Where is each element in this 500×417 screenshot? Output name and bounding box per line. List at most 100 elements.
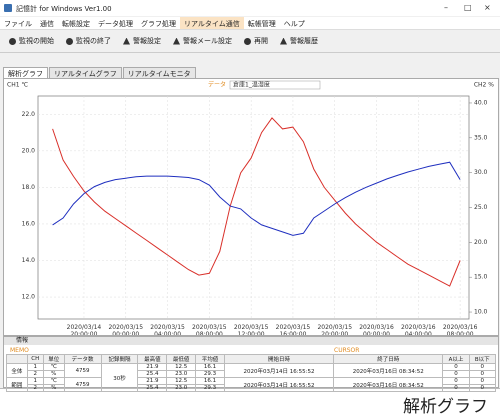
header-cell xyxy=(6,354,28,364)
y-tick-label: 18.0 xyxy=(22,184,36,191)
x-tick-label-line: 20:00:00 xyxy=(321,331,348,336)
header-cell: CH xyxy=(26,354,44,364)
menu-item[interactable]: リアルタイム通信 xyxy=(180,17,244,29)
cell: 25.4 xyxy=(137,384,168,392)
x-tick-label-line: 2020/03/15 xyxy=(317,324,352,331)
toolbar-button[interactable]: 監視の開始 xyxy=(6,34,57,48)
table-row: 2% 25.4 23.0 29.3 0 0 xyxy=(7,384,497,392)
x-tick-label-line: 08:00:00 xyxy=(447,331,474,336)
x-tick-label: 2020/03/15 08:00:00 xyxy=(192,324,227,336)
header-cell: 最低値 xyxy=(166,354,197,364)
toolbar-button[interactable]: 監視の終了 xyxy=(63,34,114,48)
menu-item[interactable]: データ処理 xyxy=(98,20,133,28)
right-axis-label: CH2 % xyxy=(474,82,494,89)
x-tick-label: 2020/03/15 16:00:00 xyxy=(276,324,311,336)
x-tick-label-line: 12:00:00 xyxy=(238,331,265,336)
x-tick-label-line: 00:00:00 xyxy=(363,331,390,336)
tab-bar: 解析グラフ リアルタイムグラフ リアルタイムモニタ xyxy=(3,67,197,78)
x-tick-label-line: 2020/03/15 xyxy=(192,324,227,331)
menu-item[interactable]: 転帳管理 xyxy=(247,20,276,28)
toolbar-button[interactable]: 再開 xyxy=(241,34,271,48)
cell: 2020年03月16日 08:34:52 xyxy=(333,377,444,392)
window-title: 記憶計 for Windows Ver1.00 xyxy=(16,5,112,13)
cell: ℃ xyxy=(42,363,65,371)
close-button[interactable]: × xyxy=(484,3,491,12)
maximize-button[interactable]: □ xyxy=(464,3,472,12)
cell: 16.1 xyxy=(195,363,225,371)
x-tick-label: 2020/03/16 04:00:00 xyxy=(401,324,436,336)
cell: 0 xyxy=(442,384,470,392)
menu-item[interactable]: 転帳設定 xyxy=(62,20,90,28)
cell: 1 xyxy=(26,377,44,385)
group-cell: 全体 xyxy=(6,363,28,378)
left-axis-label: CH1 ℃ xyxy=(7,82,28,89)
header-cell: 記録間隔 xyxy=(100,354,139,364)
x-tick-label: 2020/03/15 20:00:00 xyxy=(317,324,352,336)
x-tick-label: 2020/03/15 12:00:00 xyxy=(234,324,269,336)
data-source: 倉庫1_温湿度 xyxy=(233,81,270,89)
header-cell: データ数 xyxy=(63,354,102,364)
data-select xyxy=(229,80,321,90)
cell: 4759 xyxy=(63,377,102,392)
cell: 21.9 xyxy=(137,363,168,371)
x-tick-label-line: 00:00:00 xyxy=(112,331,139,336)
toolbar-button[interactable]: 警報履歴 xyxy=(277,34,321,48)
cell: 2020年03月16日 08:34:52 xyxy=(333,363,444,378)
header-cell: 開始日時 xyxy=(223,354,335,364)
cell: % xyxy=(42,370,65,378)
toolbar-button[interactable]: 警報メール設定 xyxy=(170,34,235,48)
header-row: CH 単位 データ数 記録間隔 最高値 最低値 平均値 開始日時 終了日時 A以上 B以下 xyxy=(6,354,497,364)
chart-panel: CH1 ℃ CH2 % データ 倉庫1_温湿度 12.0 14.0 16.0 18.0 20.0… xyxy=(3,78,499,348)
table-row: 範囲 1 ℃ 4759 21.9 12.5 16.1 2020年03月14日 16:55:52… xyxy=(6,377,497,392)
y2-tick-label: 40.0 xyxy=(474,99,488,106)
menu-item[interactable]: ヘルプ xyxy=(283,20,305,28)
x-tick-label: 2020/03/16 00:00:00 xyxy=(359,324,394,336)
cell: 2 xyxy=(26,370,44,378)
data-line xyxy=(52,117,461,287)
app-icon xyxy=(4,4,12,12)
y2-tick-label: 30.0 xyxy=(474,169,488,176)
x-tick-label-line: 2020/03/16 xyxy=(359,324,394,331)
cell: 0 xyxy=(468,363,497,371)
x-tick-label: 2020/03/15 00:00:00 xyxy=(108,324,143,336)
menu-item[interactable]: ファイル xyxy=(4,20,32,28)
memo-label: MEMO xyxy=(10,347,29,354)
cell: 1 xyxy=(26,363,44,371)
cell: 23.0 xyxy=(166,384,197,392)
y-tick-label: 20.0 xyxy=(22,147,36,154)
cell: 12.5 xyxy=(166,363,197,371)
x-tick-label-line: 2020/03/15 xyxy=(108,324,143,331)
y-tick-label: 12.0 xyxy=(22,294,36,301)
menu-item[interactable]: 通信 xyxy=(40,20,54,28)
x-tick-label-line: 2020/03/14 xyxy=(67,324,102,331)
cell: % xyxy=(42,384,65,392)
header-cell: 単位 xyxy=(42,354,65,364)
cell: 12.5 xyxy=(166,377,197,385)
x-tick-label-line: 2020/03/15 xyxy=(276,324,311,331)
cell: 0 xyxy=(468,384,497,392)
y-tick-label: 22.0 xyxy=(22,111,36,118)
tab[interactable]: 解析グラフ xyxy=(3,67,48,78)
x-tick-label-line: 20:00:00 xyxy=(70,331,97,336)
x-tick-label: 2020/03/15 04:00:00 xyxy=(150,324,185,336)
x-tick-label: 2020/03/14 20:00:00 xyxy=(67,324,102,336)
cell: 4759 xyxy=(63,363,102,378)
cell: 29.3 xyxy=(195,384,225,392)
cell: 0 xyxy=(442,370,470,378)
cell: 21.9 xyxy=(137,377,168,385)
header-cell: A以上 xyxy=(442,354,470,364)
toolbar-button[interactable]: 警報設定 xyxy=(120,34,164,48)
title-bar: 記憶計 for Windows Ver1.00 – □ × xyxy=(0,0,500,16)
cell: 2020年03月14日 16:55:52 xyxy=(223,377,335,392)
cell: 30秒 xyxy=(100,363,139,392)
cursor-label: CURSOR xyxy=(334,347,360,354)
tab[interactable]: リアルタイムモニタ xyxy=(122,67,196,78)
minimize-button[interactable]: – xyxy=(444,3,448,12)
x-tick-label-line: 2020/03/15 xyxy=(234,324,269,331)
chart: CH1 ℃ CH2 % データ 倉庫1_温湿度 12.0 14.0 16.0 18.0 20.0… xyxy=(7,80,494,348)
cell: ℃ xyxy=(42,377,65,385)
info-panel: 情報 MEMO CURSOR CH 単位 データ数 記録間隔 最高値 最低値 平均値 開始日時… xyxy=(3,336,499,392)
cell: 0 xyxy=(442,377,470,385)
tab[interactable]: リアルタイムグラフ xyxy=(49,67,122,78)
menu-item[interactable]: グラフ処理 xyxy=(141,20,176,28)
